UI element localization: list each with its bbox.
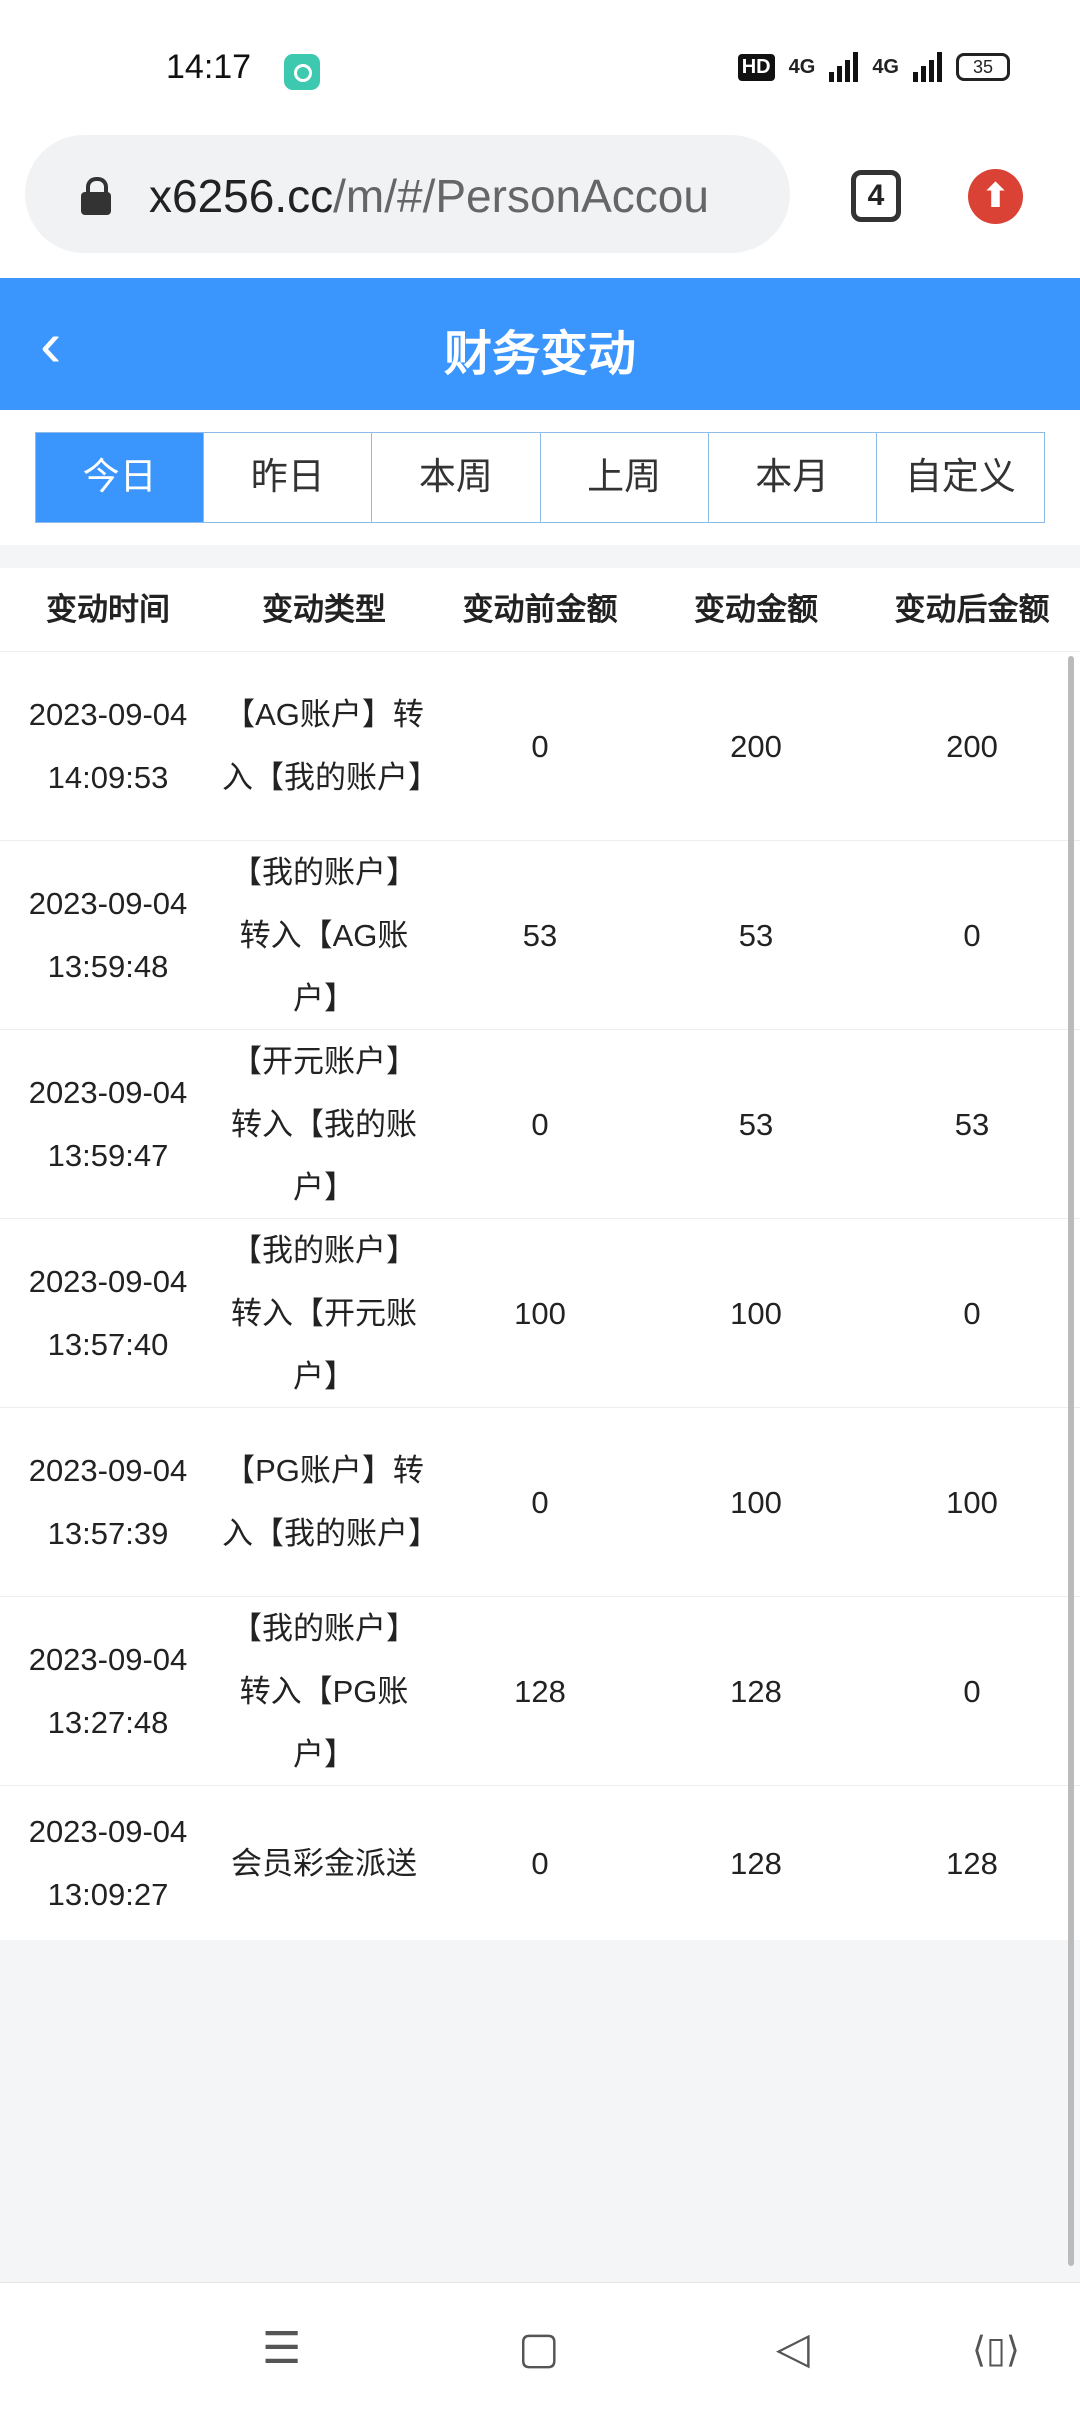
browser-toolbar: x6256.cc/m/#/PersonAccou 4 ⬆ [0, 125, 1080, 278]
transactions-table: 变动时间 变动类型 变动前金额 变动金额 变动后金额 2023-09-04 14:… [0, 568, 1080, 1940]
change-amount: 100 [730, 1295, 782, 1331]
signal-bars-icon [829, 52, 859, 82]
table-row: 2023-09-04 13:09:27 会员彩金派送 0 128 128 [0, 1786, 1080, 1940]
amount-before: 128 [514, 1673, 566, 1709]
table-row: 2023-09-04 13:59:48 【我的账户】转入【AG账户】 53 53 0 [0, 841, 1080, 1030]
signal-icon-2: 4G [872, 55, 899, 78]
change-type: 【AG账户】转入【我的账户】 [222, 697, 439, 795]
upload-icon[interactable]: ⬆ [968, 169, 1023, 224]
amount-before: 0 [531, 1845, 549, 1881]
change-time: 2023-09-04 13:59:47 [28, 1075, 188, 1173]
amount-before: 0 [531, 1106, 549, 1142]
amount-after: 0 [963, 1673, 981, 1709]
change-amount: 128 [730, 1673, 782, 1709]
system-nav-bar: ☰ ▢ ◁ ⟨▯⟩ [0, 2282, 1080, 2412]
url-text[interactable]: x6256.cc/m/#/PersonAccou [149, 170, 709, 222]
signal-icon-1: 4G [788, 55, 816, 78]
amount-before: 100 [514, 1295, 566, 1331]
change-time: 2023-09-04 13:57:40 [28, 1264, 188, 1362]
tab-today[interactable]: 今日 [36, 433, 204, 522]
change-type: 【我的账户】转入【开元账户】 [231, 1232, 417, 1394]
scrollbar[interactable] [1068, 656, 1074, 2266]
change-time: 2023-09-04 13:59:48 [28, 886, 188, 984]
amount-before: 53 [522, 917, 558, 953]
column-header: 变动类型 [262, 592, 386, 627]
change-type: 会员彩金派送 [231, 1845, 417, 1881]
amount-after: 100 [946, 1484, 998, 1520]
lock-icon [81, 177, 111, 215]
rotate-icon[interactable]: ⟨▯⟩ [972, 2329, 1020, 2370]
change-amount: 100 [730, 1484, 782, 1520]
address-bar[interactable]: x6256.cc/m/#/PersonAccou [25, 135, 790, 253]
battery-icon: 35 [956, 53, 1010, 81]
column-header: 变动时间 [46, 592, 170, 627]
change-time: 2023-09-04 14:09:53 [28, 697, 188, 795]
table-row: 2023-09-04 13:57:40 【我的账户】转入【开元账户】 100 100 0 [0, 1219, 1080, 1408]
table-row: 2023-09-04 13:27:48 【我的账户】转入【PG账户】 128 128 0 [0, 1597, 1080, 1786]
tab-this-month[interactable]: 本月 [707, 433, 876, 522]
change-time: 2023-09-04 13:09:27 [28, 1814, 188, 1912]
tab-this-week[interactable]: 本周 [371, 433, 539, 522]
signal-bars-icon [913, 52, 942, 82]
table-row: 2023-09-04 14:09:53 【AG账户】转入【我的账户】 0 200 200 [0, 652, 1080, 841]
tab-switcher-button[interactable]: 4 [851, 170, 901, 222]
tab-last-week[interactable]: 上周 [539, 433, 708, 522]
column-header: 变动后金额 [894, 592, 1050, 627]
change-amount: 128 [730, 1845, 782, 1881]
tab-yesterday[interactable]: 昨日 [203, 433, 371, 522]
table-header: 变动时间 变动类型 变动前金额 变动金额 变动后金额 [0, 568, 1080, 652]
tab-custom[interactable]: 自定义 [875, 433, 1044, 522]
page-header: ‹ 财务变动 [0, 278, 1080, 410]
back-icon[interactable]: ◁ [776, 2324, 810, 2373]
change-time: 2023-09-04 13:57:39 [28, 1453, 188, 1551]
column-header: 变动前金额 [462, 592, 618, 627]
change-amount: 53 [738, 917, 774, 953]
change-amount: 200 [730, 728, 782, 764]
change-type: 【PG账户】转入【我的账户】 [222, 1453, 439, 1551]
clock: 14:17 [166, 48, 252, 86]
amount-after: 0 [963, 1295, 981, 1331]
app-notification-icon [284, 54, 320, 90]
table-row: 2023-09-04 13:57:39 【PG账户】转入【我的账户】 0 100 100 [0, 1408, 1080, 1597]
date-filter-tabs: 今日 昨日 本周 上周 本月 自定义 [35, 432, 1045, 523]
amount-before: 0 [531, 728, 549, 764]
menu-icon[interactable]: ☰ [262, 2324, 302, 2373]
amount-before: 0 [531, 1484, 549, 1520]
change-amount: 53 [738, 1106, 774, 1142]
amount-after: 128 [946, 1845, 998, 1881]
change-type: 【我的账户】转入【AG账户】 [231, 854, 417, 1016]
status-bar: 14:17 HD 4G 4G 35 [0, 0, 1080, 125]
back-button[interactable]: ‹ [40, 308, 62, 380]
change-time: 2023-09-04 13:27:48 [28, 1642, 188, 1740]
page-title: 财务变动 [443, 328, 636, 381]
change-type: 【我的账户】转入【PG账户】 [231, 1610, 417, 1772]
home-icon[interactable]: ▢ [518, 2324, 560, 2373]
column-header: 变动金额 [694, 592, 818, 627]
table-row: 2023-09-04 13:59:47 【开元账户】转入【我的账户】 0 53 53 [0, 1030, 1080, 1219]
change-type: 【开元账户】转入【我的账户】 [231, 1043, 417, 1205]
amount-after: 200 [946, 728, 998, 764]
hd-voice-icon: HD [737, 53, 775, 81]
amount-after: 53 [954, 1106, 990, 1142]
amount-after: 0 [963, 917, 981, 953]
